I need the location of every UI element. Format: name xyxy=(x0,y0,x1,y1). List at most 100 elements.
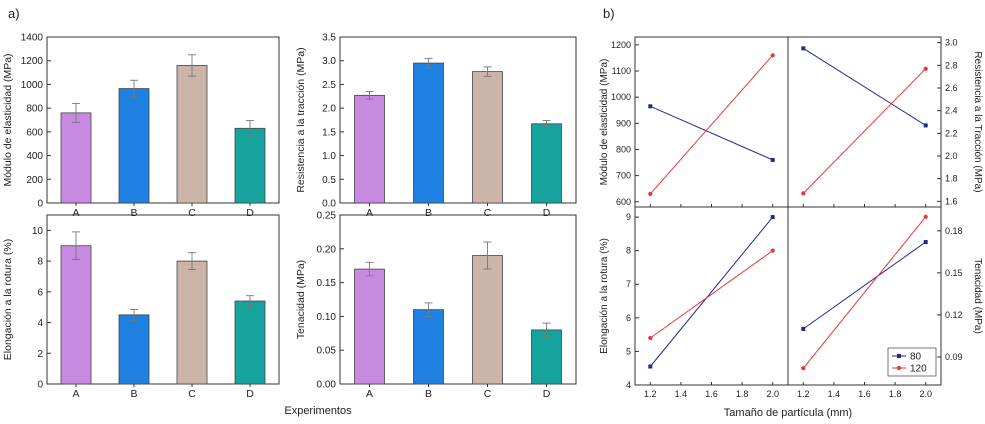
plot-frame xyxy=(339,214,577,385)
y-tick-label: 900 xyxy=(616,118,631,128)
legend-marker-80 xyxy=(897,354,901,358)
y-tick-label: 1.6 xyxy=(945,196,958,206)
point-120 xyxy=(801,366,806,371)
x-tick-label: B xyxy=(425,388,432,400)
x-tick-label: D xyxy=(543,207,551,219)
point-120 xyxy=(923,214,928,219)
y-tick-label: 8 xyxy=(37,257,43,268)
chart-a1: 0 200 400 600 800 1000 1200 1400 Módulo de elast… xyxy=(2,33,280,219)
x-tick-label: 1.8 xyxy=(736,389,749,399)
plot-frame xyxy=(46,214,280,385)
y-tick-label: 7 xyxy=(626,279,631,289)
y-tick-label: 0.5 xyxy=(322,175,336,186)
bar-B xyxy=(413,309,444,385)
x-tick-label: 1.2 xyxy=(797,389,810,399)
series-line-120 xyxy=(802,68,927,194)
point-80 xyxy=(801,46,806,51)
y-tick-label: 4 xyxy=(626,380,631,390)
y-tick-label: 200 xyxy=(26,175,43,186)
y-tick-label: 2.5 xyxy=(322,80,336,91)
legend-label-120: 120 xyxy=(910,364,927,375)
series-line-80 xyxy=(650,105,773,161)
x-tick-label: C xyxy=(484,207,492,219)
y-tick-label: 700 xyxy=(616,171,631,181)
y-tick-label: 0.05 xyxy=(317,346,337,357)
y-axis-label: Resistencia a la Tracción (MPa) xyxy=(972,51,983,192)
chart-a4: 0.00 0.05 0.10 0.15 0.20 0.25 Tenacidad (MPa) A… xyxy=(295,211,577,400)
bar-A xyxy=(60,112,92,204)
y-tick-label: 2.0 xyxy=(322,104,336,115)
y-axis-label: Elongación a la rotura (%) xyxy=(2,239,14,360)
y-tick-label: 0 xyxy=(37,199,43,210)
x-tick-label: 2.0 xyxy=(766,389,779,399)
y-tick-label: 4 xyxy=(37,318,43,329)
y-tick-label: 0.15 xyxy=(945,268,963,278)
y-tick-label: 800 xyxy=(26,104,43,115)
series-line-80 xyxy=(649,216,774,367)
y-tick-label: 800 xyxy=(616,144,631,154)
point-80 xyxy=(648,104,653,109)
y-axis-label: Tenacidad (MPa) xyxy=(295,260,307,339)
y-tick-label: 2.6 xyxy=(945,83,958,93)
bar-B xyxy=(118,88,150,204)
y-tick-label: 2.0 xyxy=(945,151,958,161)
chart-a2: 0.0 0.5 1.0 1.5 2.0 2.5 3.0 3.5 Resistencia a la… xyxy=(295,33,577,219)
point-120 xyxy=(923,66,928,71)
point-80 xyxy=(770,157,775,162)
x-tick-label: A xyxy=(72,207,79,219)
x-tick-label: D xyxy=(543,388,551,400)
point-80 xyxy=(923,123,928,128)
y-tick-label: 10 xyxy=(32,226,44,237)
bar-A xyxy=(354,268,385,385)
x-tick-label: 2.0 xyxy=(919,389,932,399)
point-80 xyxy=(648,364,653,369)
y-tick-label: 2.2 xyxy=(945,128,958,138)
x-tick-label: 1.4 xyxy=(675,389,688,399)
y-tick-label: 1200 xyxy=(21,56,44,67)
point-80 xyxy=(923,240,928,245)
bar-D xyxy=(234,127,266,204)
y-tick-label: 600 xyxy=(616,197,631,207)
y-axis-label: Módulo de elasticidad (MPa) xyxy=(2,53,14,186)
bar-D xyxy=(234,300,266,385)
x-tick-label: C xyxy=(188,207,196,219)
point-120 xyxy=(801,191,806,196)
y-tick-label: 0.20 xyxy=(317,244,337,255)
y-tick-label: 2.4 xyxy=(945,106,958,116)
bar-A xyxy=(354,94,385,204)
chart-a3: 0 2 4 6 8 10 Elongación a la rotura (%) A B C D xyxy=(2,214,280,400)
x-tick-label: D xyxy=(246,207,254,219)
particle-size-axis-label: Tamaño de partícula (mm) xyxy=(724,407,852,419)
legend-marker-120 xyxy=(896,365,902,371)
y-tick-label: 1.8 xyxy=(945,174,958,184)
y-axis-label: Módulo de elasticidad (MPa) xyxy=(599,59,610,186)
y-tick-label: 1100 xyxy=(612,66,631,76)
bar-B xyxy=(413,62,444,204)
experiments-axis-label: Experimentos xyxy=(284,405,352,417)
y-axis-label: Tenacidad (MPa) xyxy=(972,258,983,334)
point-80 xyxy=(801,326,806,331)
bar-C xyxy=(176,260,208,385)
y-tick-label: 1200 xyxy=(611,40,631,50)
x-tick-label: C xyxy=(188,388,196,400)
x-tick-label: C xyxy=(484,388,492,400)
y-tick-label: 0 xyxy=(37,380,43,391)
y-tick-label: 3.5 xyxy=(322,33,336,44)
panel-label-b: b) xyxy=(603,6,615,21)
plot-frame xyxy=(46,36,280,204)
plot-frame xyxy=(634,206,789,386)
x-tick-label: B xyxy=(130,207,137,219)
chart-b2: 1.6 1.8 2.0 2.2 2.4 2.6 2.8 3.0 Resistencia a la… xyxy=(787,36,983,208)
y-tick-label: 400 xyxy=(26,151,43,162)
y-tick-label: 5 xyxy=(626,346,631,356)
x-tick-label: B xyxy=(130,388,137,400)
x-tick-label: A xyxy=(366,388,373,400)
chart-b4: 0.09 0.12 0.15 0.18 1.2 1.4 1.6 1.8 2.0 Tenacidad… xyxy=(787,206,983,399)
y-tick-label: 1000 xyxy=(611,92,631,102)
bar-D xyxy=(531,123,562,204)
y-tick-label: 2 xyxy=(37,349,43,360)
y-tick-label: 0.10 xyxy=(317,312,337,323)
